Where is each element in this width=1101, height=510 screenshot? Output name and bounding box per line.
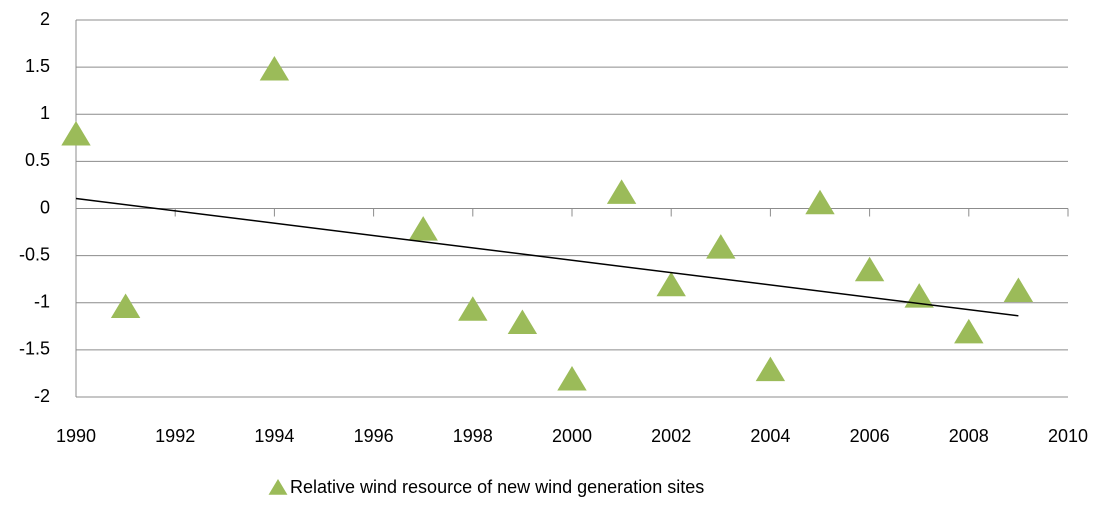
y-tick-label: -2 [34, 386, 50, 406]
x-tick-label: 1998 [453, 426, 493, 446]
data-point [458, 296, 488, 321]
data-point [805, 189, 835, 215]
x-tick-label: 2010 [1048, 426, 1088, 446]
y-tick-label: -1 [34, 292, 50, 312]
y-tick-label: 1.5 [25, 56, 50, 76]
y-tick-label: -1.5 [19, 339, 50, 359]
data-point [954, 318, 984, 344]
data-point [61, 120, 91, 146]
data-point [408, 216, 438, 241]
y-tick-label: 1 [40, 103, 50, 123]
y-tick-label: 0 [40, 197, 50, 217]
data-point [755, 356, 786, 382]
x-tick-label: 2006 [850, 426, 890, 446]
data-point [904, 283, 934, 308]
x-tick-label: 2008 [949, 426, 989, 446]
x-tick-label: 2002 [651, 426, 691, 446]
y-tick-label: -0.5 [19, 244, 50, 264]
data-point [656, 271, 686, 297]
data-point [110, 293, 141, 318]
legend-marker [268, 479, 288, 495]
data-point [606, 179, 637, 204]
data-point [1003, 277, 1034, 302]
x-tick-label: 1994 [254, 426, 294, 446]
data-point [854, 256, 885, 282]
x-tick-label: 2000 [552, 426, 592, 446]
x-tick-label: 1990 [56, 426, 96, 446]
x-tick-label: 1992 [155, 426, 195, 446]
data-point [557, 366, 587, 391]
x-tick-label: 2004 [750, 426, 790, 446]
data-point [507, 309, 538, 334]
data-point [706, 234, 736, 259]
data-point [259, 55, 290, 81]
legend-label: Relative wind resource of new wind gener… [290, 477, 704, 497]
y-tick-label: 2 [40, 9, 50, 29]
y-tick-label: 0.5 [25, 150, 50, 170]
trendline [75, 197, 1019, 317]
x-tick-label: 1996 [354, 426, 394, 446]
